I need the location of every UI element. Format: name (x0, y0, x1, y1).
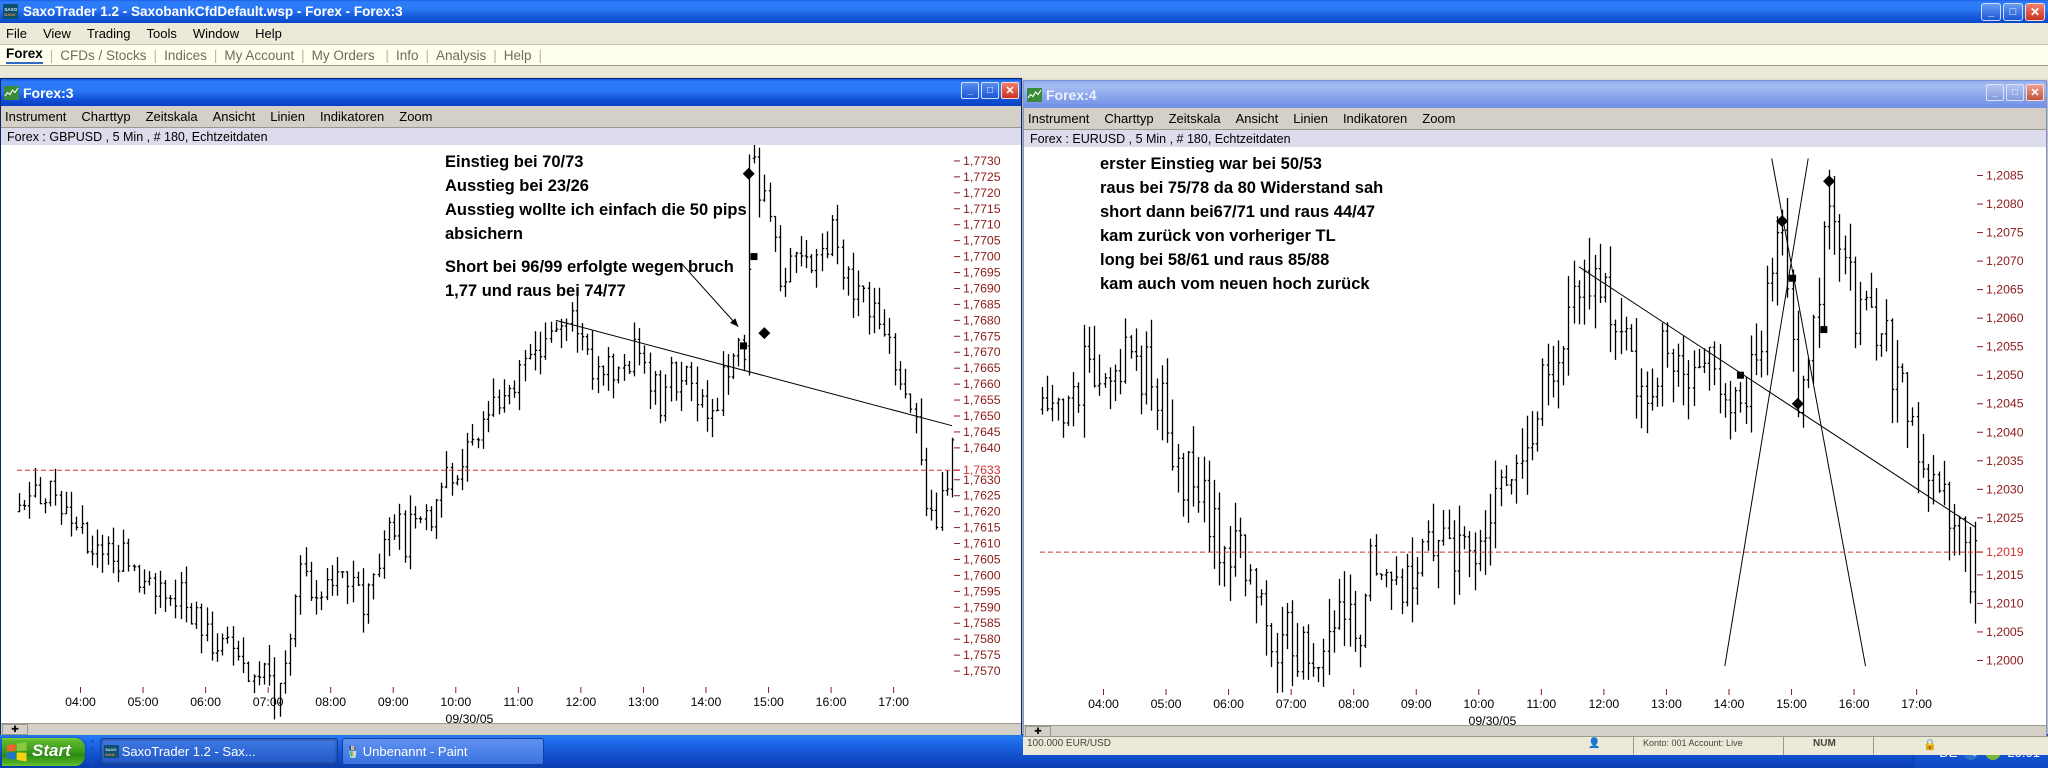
svg-text:kam zurück von vorheriger TL: kam zurück von vorheriger TL (1100, 227, 1336, 245)
svg-text:1,7575: 1,7575 (963, 648, 1001, 662)
svg-text:1,2065: 1,2065 (1986, 283, 2024, 297)
svg-text:BANK: BANK (4, 12, 16, 17)
svg-text:1,2060: 1,2060 (1986, 311, 2024, 325)
svg-text:1,2019: 1,2019 (1986, 545, 2024, 559)
svg-text:1,7670: 1,7670 (963, 345, 1001, 359)
svg-text:10:00: 10:00 (1463, 697, 1494, 711)
svg-text:kam auch vom neuen hoch zurück: kam auch vom neuen hoch zurück (1100, 275, 1370, 293)
svg-text:1,7715: 1,7715 (963, 202, 1001, 216)
svg-text:Short bei 96/99 erfolgte wegen: Short bei 96/99 erfolgte wegen bruch (445, 258, 734, 276)
svg-text:1,7645: 1,7645 (963, 425, 1001, 439)
svg-text:08:00: 08:00 (1338, 697, 1369, 711)
svg-text:1,2000: 1,2000 (1986, 653, 2024, 667)
svg-text:1,7650: 1,7650 (963, 409, 1001, 423)
svg-text:13:00: 13:00 (1651, 697, 1682, 711)
svg-text:09/30/05: 09/30/05 (1469, 714, 1517, 725)
svg-text:1,7710: 1,7710 (963, 218, 1001, 232)
svg-text:1,2080: 1,2080 (1986, 197, 2024, 211)
svg-text:Ausstieg bei 23/26: Ausstieg bei 23/26 (445, 177, 589, 195)
svg-text:1,7685: 1,7685 (963, 297, 1001, 311)
svg-text:1,2050: 1,2050 (1986, 368, 2024, 382)
svg-text:absichern: absichern (445, 225, 523, 243)
svg-text:16:00: 16:00 (816, 695, 847, 709)
svg-text:1,77 und raus bei 74/77: 1,77 und raus bei 74/77 (445, 282, 626, 300)
svg-text:17:00: 17:00 (878, 695, 909, 709)
svg-text:1,7585: 1,7585 (963, 616, 1001, 630)
svg-text:1,2040: 1,2040 (1986, 425, 2024, 439)
svg-text:1,2025: 1,2025 (1986, 511, 2024, 525)
svg-text:1,2045: 1,2045 (1986, 397, 2024, 411)
svg-text:07:00: 07:00 (1276, 697, 1307, 711)
svg-text:raus bei 75/78 da 80 Widerstan: raus bei 75/78 da 80 Widerstand sah (1100, 179, 1383, 197)
svg-text:1,7625: 1,7625 (963, 489, 1001, 503)
svg-text:SAXO: SAXO (105, 747, 116, 752)
svg-text:1,2085: 1,2085 (1986, 169, 2024, 183)
svg-text:1,2075: 1,2075 (1986, 226, 2024, 240)
svg-text:1,7705: 1,7705 (963, 234, 1001, 248)
svg-text:1,7595: 1,7595 (963, 584, 1001, 598)
svg-text:1,7570: 1,7570 (963, 664, 1001, 678)
svg-text:17:00: 17:00 (1901, 697, 1932, 711)
svg-text:16:00: 16:00 (1839, 697, 1870, 711)
svg-text:08:00: 08:00 (315, 695, 346, 709)
svg-text:1,7730: 1,7730 (963, 154, 1001, 168)
svg-text:Einstieg bei 70/73: Einstieg bei 70/73 (445, 153, 583, 171)
svg-text:06:00: 06:00 (190, 695, 221, 709)
svg-text:05:00: 05:00 (1151, 697, 1182, 711)
svg-text:1,7660: 1,7660 (963, 377, 1001, 391)
svg-text:short dann bei67/71 und raus 4: short dann bei67/71 und raus 44/47 (1100, 203, 1375, 221)
svg-text:1,7633: 1,7633 (963, 463, 1001, 477)
svg-text:15:00: 15:00 (753, 695, 784, 709)
svg-text:09:00: 09:00 (1401, 697, 1432, 711)
svg-text:1,7695: 1,7695 (963, 266, 1001, 280)
svg-text:15:00: 15:00 (1776, 697, 1807, 711)
svg-text:1,2035: 1,2035 (1986, 454, 2024, 468)
svg-text:11:00: 11:00 (503, 695, 533, 709)
svg-text:05:00: 05:00 (128, 695, 159, 709)
svg-text:04:00: 04:00 (65, 695, 96, 709)
svg-text:11:00: 11:00 (1526, 697, 1556, 711)
svg-text:1,7680: 1,7680 (963, 313, 1001, 327)
svg-text:14:00: 14:00 (1714, 697, 1745, 711)
svg-text:erster Einstieg war bei 50/53: erster Einstieg war bei 50/53 (1100, 155, 1322, 173)
svg-text:1,2030: 1,2030 (1986, 482, 2024, 496)
svg-text:1,7605: 1,7605 (963, 552, 1001, 566)
svg-text:1,2055: 1,2055 (1986, 340, 2024, 354)
svg-text:1,2005: 1,2005 (1986, 625, 2024, 639)
svg-text:14:00: 14:00 (691, 695, 722, 709)
svg-text:long bei 58/61 und raus 85/88: long bei 58/61 und raus 85/88 (1100, 251, 1329, 269)
svg-text:1,7600: 1,7600 (963, 568, 1001, 582)
svg-text:1,7620: 1,7620 (963, 505, 1001, 519)
svg-text:1,7720: 1,7720 (963, 186, 1001, 200)
svg-text:1,7725: 1,7725 (963, 170, 1001, 184)
svg-text:1,7700: 1,7700 (963, 250, 1001, 264)
svg-text:1,2010: 1,2010 (1986, 596, 2024, 610)
svg-text:04:00: 04:00 (1088, 697, 1119, 711)
svg-text:13:00: 13:00 (628, 695, 659, 709)
svg-text:09/30/05: 09/30/05 (446, 712, 494, 723)
svg-text:BANK: BANK (105, 753, 115, 757)
svg-text:SAXO: SAXO (4, 7, 17, 12)
svg-text:1,7665: 1,7665 (963, 361, 1001, 375)
svg-text:1,2015: 1,2015 (1986, 568, 2024, 582)
svg-text:06:00: 06:00 (1213, 697, 1244, 711)
svg-text:1,7580: 1,7580 (963, 632, 1001, 646)
svg-text:12:00: 12:00 (565, 695, 596, 709)
svg-text:1,7610: 1,7610 (963, 537, 1001, 551)
svg-text:10:00: 10:00 (440, 695, 471, 709)
svg-text:1,2070: 1,2070 (1986, 254, 2024, 268)
svg-text:1,7615: 1,7615 (963, 521, 1001, 535)
svg-text:07:00: 07:00 (253, 695, 284, 709)
svg-text:1,7690: 1,7690 (963, 281, 1001, 295)
svg-text:1,7655: 1,7655 (963, 393, 1001, 407)
svg-text:1,7675: 1,7675 (963, 329, 1001, 343)
svg-text:Ausstieg wollte ich einfach di: Ausstieg wollte ich einfach die 50 pips (445, 201, 747, 219)
svg-text:12:00: 12:00 (1588, 697, 1619, 711)
svg-text:1,7640: 1,7640 (963, 441, 1001, 455)
svg-text:1,7590: 1,7590 (963, 600, 1001, 614)
svg-text:09:00: 09:00 (378, 695, 409, 709)
